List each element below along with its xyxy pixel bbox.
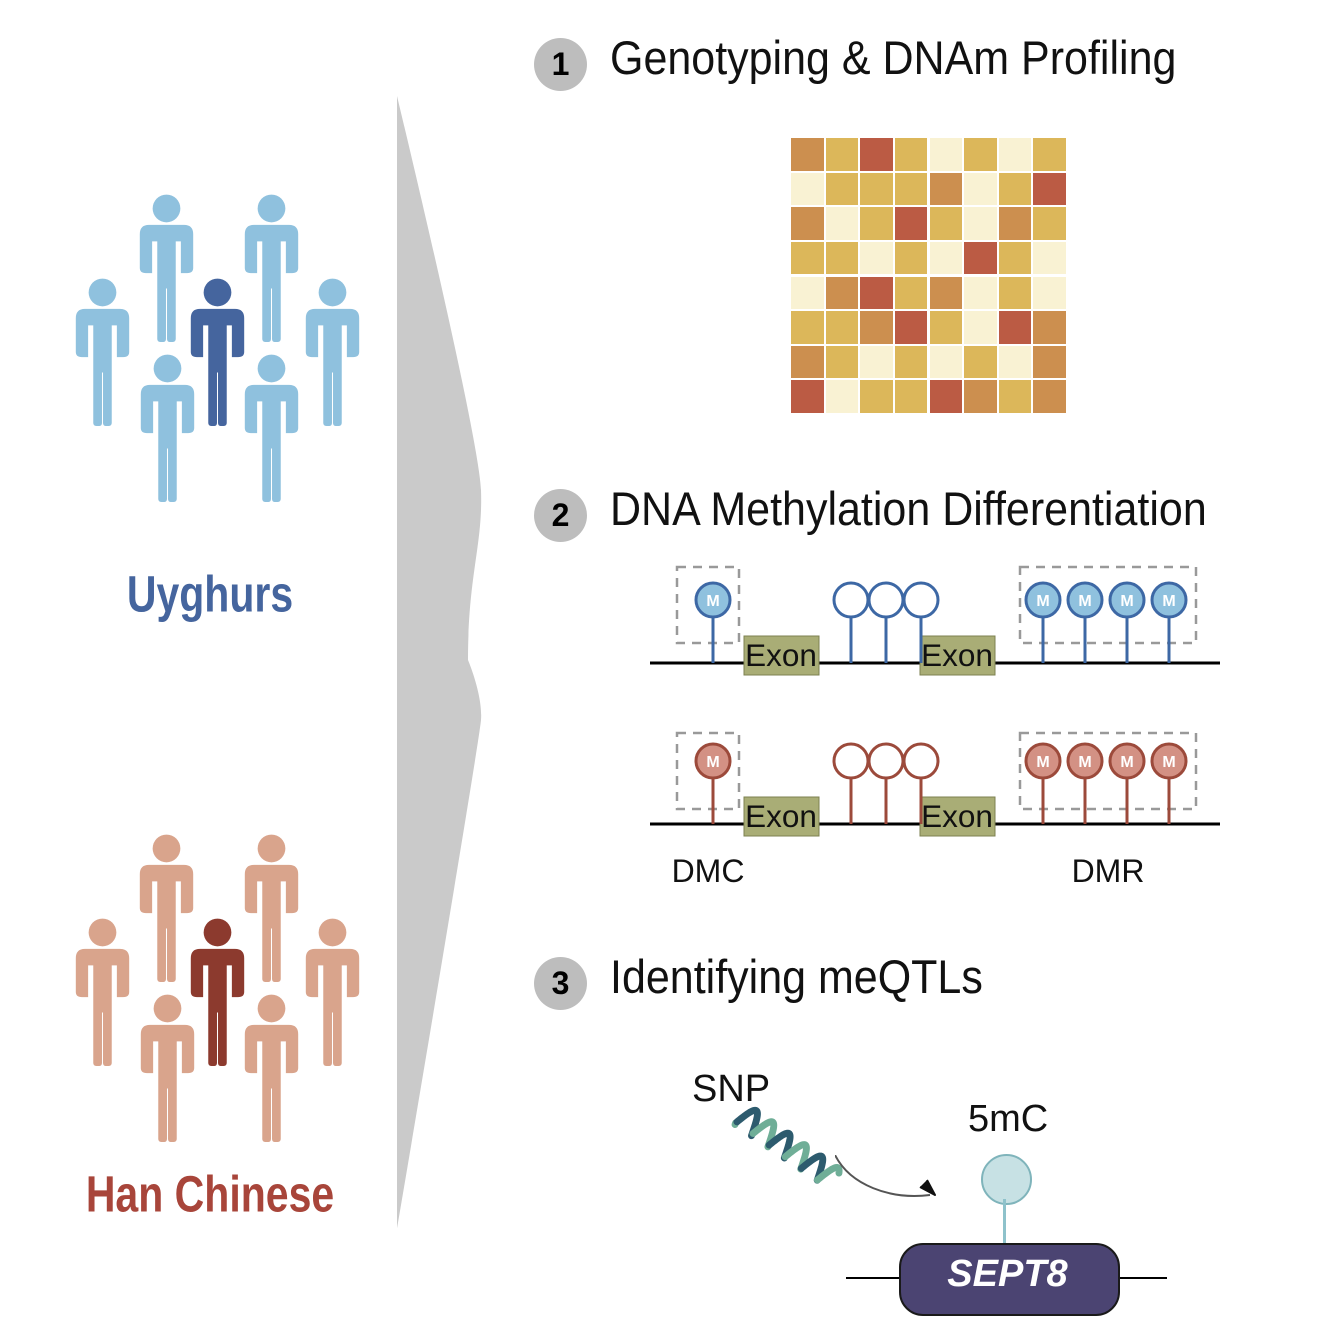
svg-text:DMR: DMR	[1072, 853, 1145, 889]
svg-text:M: M	[1162, 754, 1175, 771]
svg-text:DMC: DMC	[672, 853, 745, 889]
svg-text:Exon: Exon	[921, 798, 993, 834]
svg-text:M: M	[1120, 754, 1133, 771]
svg-text:M: M	[706, 593, 719, 610]
svg-text:M: M	[1162, 593, 1175, 610]
svg-text:M: M	[1078, 754, 1091, 771]
svg-text:Exon: Exon	[745, 637, 817, 673]
svg-text:M: M	[1036, 593, 1049, 610]
svg-text:Exon: Exon	[921, 637, 993, 673]
svg-text:M: M	[1036, 754, 1049, 771]
svg-text:M: M	[1078, 593, 1091, 610]
svg-text:Exon: Exon	[745, 798, 817, 834]
svg-text:M: M	[706, 754, 719, 771]
svg-text:M: M	[1120, 593, 1133, 610]
